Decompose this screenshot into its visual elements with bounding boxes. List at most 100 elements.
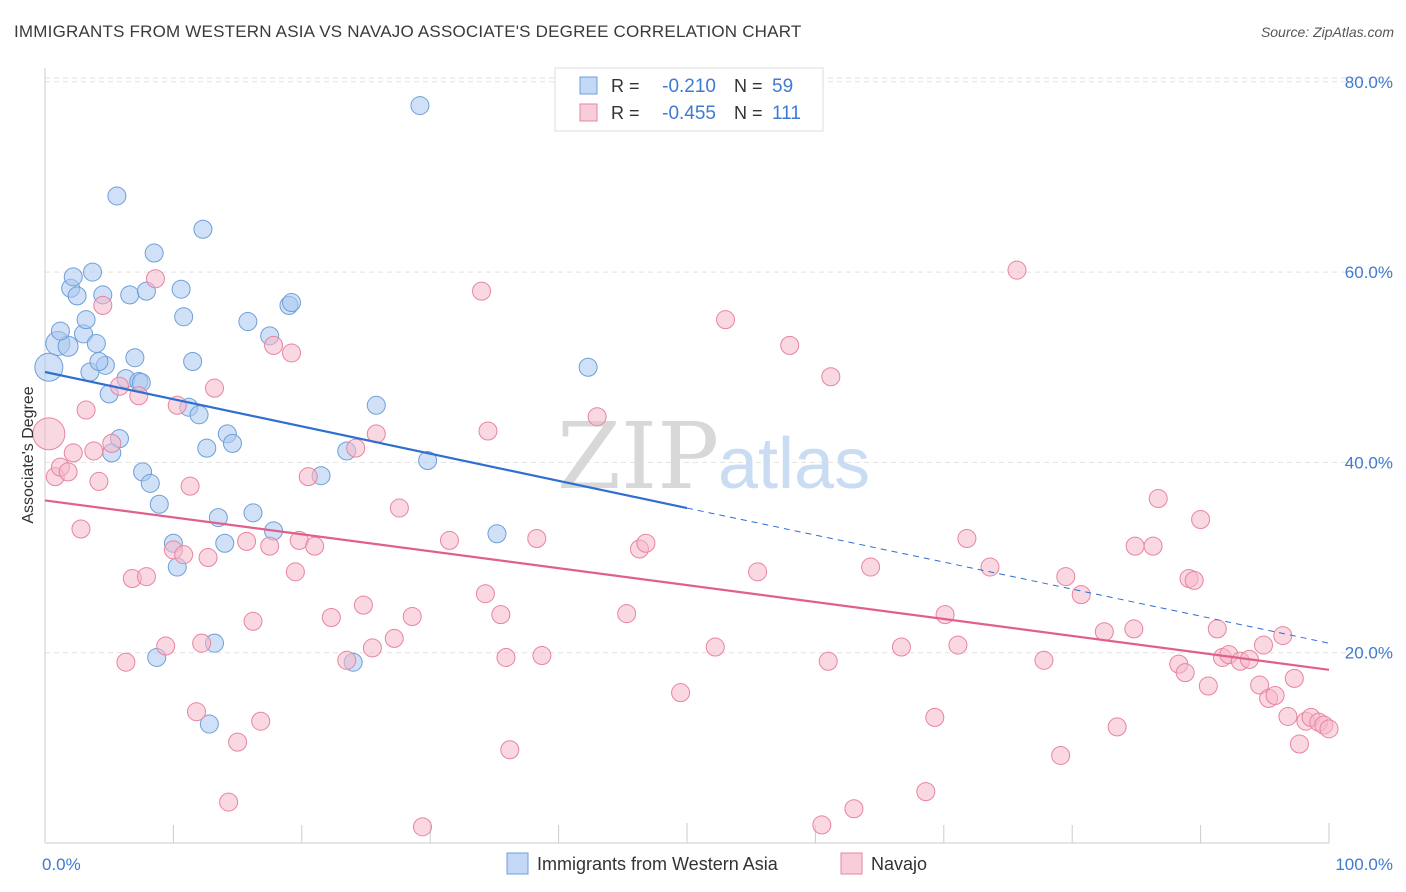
data-point xyxy=(346,438,366,458)
data-point xyxy=(58,462,78,482)
data-point xyxy=(305,536,325,556)
data-point xyxy=(83,262,103,282)
data-point xyxy=(1143,536,1163,556)
data-point xyxy=(282,293,302,313)
data-point xyxy=(478,421,498,441)
data-point xyxy=(76,310,96,330)
data-point xyxy=(63,267,83,287)
trend-line xyxy=(44,370,688,510)
data-point xyxy=(264,335,284,355)
data-point xyxy=(418,450,438,470)
data-point xyxy=(180,476,200,496)
data-point xyxy=(50,321,70,341)
data-point xyxy=(63,443,83,463)
data-point xyxy=(1319,719,1339,739)
data-point xyxy=(149,494,169,514)
stats-legend-swatch xyxy=(579,103,598,122)
data-point xyxy=(980,557,1000,577)
data-point xyxy=(1107,717,1127,737)
data-point xyxy=(487,524,507,544)
data-point xyxy=(617,604,637,624)
stats-legend-swatch xyxy=(579,76,598,95)
data-point xyxy=(219,792,239,812)
data-point xyxy=(948,635,968,655)
data-point xyxy=(1289,734,1309,754)
data-point xyxy=(107,186,127,206)
data-point xyxy=(705,637,725,657)
data-point xyxy=(89,352,109,372)
data-point xyxy=(402,607,422,627)
data-point xyxy=(93,295,113,315)
legend-swatch xyxy=(506,852,529,875)
stats-legend-box xyxy=(554,67,824,132)
data-point xyxy=(136,567,156,587)
data-point xyxy=(189,405,209,425)
data-point xyxy=(1184,570,1204,590)
data-point xyxy=(891,637,911,657)
data-point xyxy=(197,438,217,458)
data-point xyxy=(193,219,213,239)
data-point xyxy=(187,702,207,722)
x-tick-label: 100.0% xyxy=(1335,855,1393,874)
legend-swatch xyxy=(840,852,863,875)
data-point xyxy=(636,533,656,553)
data-point xyxy=(238,312,258,332)
data-point xyxy=(243,611,263,631)
data-point xyxy=(384,628,404,648)
data-point xyxy=(1007,260,1027,280)
data-point xyxy=(237,531,257,551)
data-point xyxy=(1265,686,1285,706)
series-legend: Immigrants from Western Asia Navajo xyxy=(506,852,927,875)
data-point xyxy=(198,548,218,568)
data-point xyxy=(818,651,838,671)
data-point xyxy=(821,367,841,387)
data-point xyxy=(389,498,409,518)
data-point xyxy=(780,335,800,355)
data-point xyxy=(957,529,977,549)
data-point xyxy=(1198,676,1218,696)
data-point xyxy=(412,817,432,837)
stats-n-value: 111 xyxy=(772,103,801,124)
trend-line-extension xyxy=(686,507,1330,644)
data-point xyxy=(1191,509,1211,529)
data-point xyxy=(243,503,263,523)
data-point xyxy=(1284,668,1304,688)
data-point xyxy=(500,740,520,760)
data-point xyxy=(145,269,165,289)
data-point xyxy=(812,815,832,835)
data-point xyxy=(298,467,318,487)
data-point xyxy=(362,638,382,658)
data-point xyxy=(716,310,736,330)
data-point xyxy=(76,400,96,420)
data-point xyxy=(116,652,136,672)
data-point xyxy=(183,352,203,372)
data-point xyxy=(925,707,945,727)
data-point xyxy=(527,529,547,549)
series-western-asia xyxy=(34,96,598,734)
stats-n-label: N = xyxy=(734,76,763,96)
data-point xyxy=(260,536,280,556)
data-point xyxy=(475,584,495,604)
data-point xyxy=(1124,619,1144,639)
data-point xyxy=(174,307,194,327)
data-point xyxy=(748,562,768,582)
data-point xyxy=(204,378,224,398)
data-point xyxy=(532,646,552,666)
data-point xyxy=(587,407,607,427)
data-point xyxy=(439,530,459,550)
data-point xyxy=(199,714,219,734)
chart-title: IMMIGRANTS FROM WESTERN ASIA VS NAVAJO A… xyxy=(14,22,802,41)
stats-r-label: R = xyxy=(611,103,640,123)
y-axis-label: Associate's Degree xyxy=(20,386,37,523)
data-point xyxy=(337,650,357,670)
data-point xyxy=(353,595,373,615)
stats-r-value: -0.210 xyxy=(662,76,716,97)
legend-label: Navajo xyxy=(871,854,927,874)
data-point xyxy=(1254,635,1274,655)
y-tick-label: 20.0% xyxy=(1345,644,1393,663)
data-point xyxy=(222,433,242,453)
data-point xyxy=(86,333,106,353)
data-point xyxy=(140,473,160,493)
data-point xyxy=(251,711,271,731)
